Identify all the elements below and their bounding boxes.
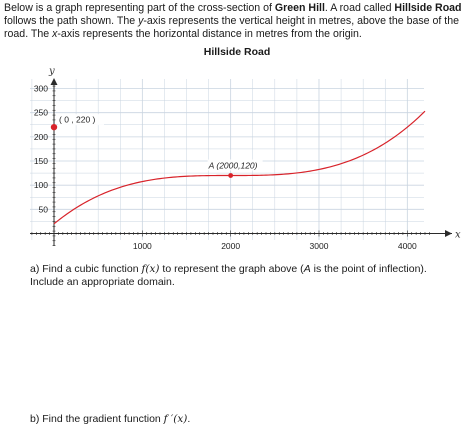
- data-point: [228, 173, 234, 178]
- x-tick-label: 3000: [310, 241, 329, 251]
- question-a: a) Find a cubic function f(x) to represe…: [30, 263, 460, 289]
- y-tick-label: 200: [34, 132, 48, 142]
- y-tick-label: 150: [34, 156, 48, 166]
- start-point-label: ( 0 , 220 ): [59, 115, 96, 125]
- x-axis-arrow: [445, 230, 452, 237]
- question-a-text-2: to represent the graph above (: [159, 263, 304, 275]
- y-axis-label: y: [48, 66, 55, 77]
- y-tick-label: 250: [34, 108, 48, 118]
- intro-text-4: -axis represents the vertical height in …: [4, 15, 460, 40]
- x-axis-label: x: [455, 230, 461, 241]
- question-b-fprime: f ′(x): [163, 413, 188, 425]
- hillside-road-curve: [53, 110, 426, 225]
- question-b-text-1: b) Find the gradient function: [30, 413, 164, 425]
- inflection-point-label: A (2000,120): [208, 161, 258, 171]
- label-background: [207, 159, 263, 171]
- intro-paragraph: Below is a graph representing part of th…: [4, 2, 470, 41]
- y-tick-label: 300: [34, 84, 48, 94]
- question-b-text-2: .: [187, 413, 191, 425]
- intro-hillside-road: Hillside Road: [394, 2, 462, 14]
- x-tick-label: 1000: [133, 241, 152, 251]
- x-tick-label: 2000: [221, 241, 240, 251]
- question-a-point-a: A: [303, 263, 311, 275]
- question-a-fx: f(x): [141, 263, 160, 275]
- intro-text-1: Below is a graph representing part of th…: [4, 2, 275, 14]
- chart-title: Hillside Road: [203, 46, 271, 58]
- data-point: [50, 123, 58, 131]
- y-axis-arrow: [50, 78, 58, 85]
- question-a-text-1: a) Find a cubic function: [30, 263, 142, 275]
- question-a-text-3: is the point of inflection). Include an …: [30, 263, 427, 288]
- intro-text-3: follows the path shown. The: [4, 15, 139, 27]
- intro-green-hill: Green Hill: [274, 2, 325, 14]
- intro-text-5: -axis represents the horizontal distance…: [57, 28, 362, 40]
- question-b: b) Find the gradient function f ′(x).: [30, 413, 460, 426]
- label-background: [58, 114, 104, 126]
- x-tick-label: 4000: [398, 241, 417, 251]
- intro-y-var: y: [138, 15, 144, 27]
- y-tick-label: 100: [34, 180, 48, 190]
- intro-x-var: x: [52, 28, 58, 40]
- intro-text-2: . A road called: [324, 2, 395, 14]
- y-tick-label: 50: [39, 204, 49, 214]
